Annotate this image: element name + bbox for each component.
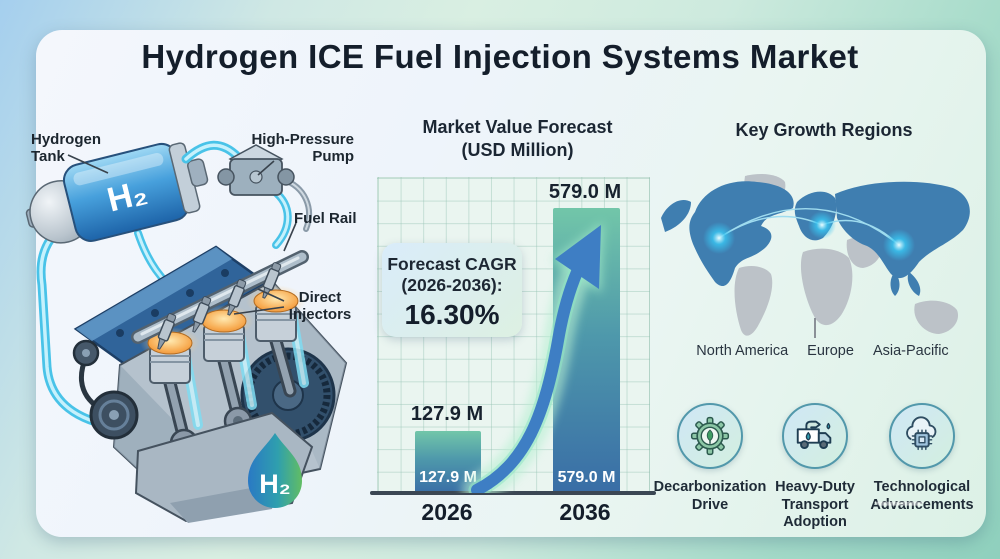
chart-title: Market Value Forecast (USD Million) [375,116,660,161]
technology-circle [889,403,955,469]
bar-2036-inner-value: 579.0 M [557,469,616,486]
bar-2026-inner-value: 127.9 M [419,469,477,486]
hydrogen-engine-illustration: H₂ [25,140,348,523]
africa [800,248,853,326]
chart-title-line2: (USD Million) [461,139,574,160]
direct-injectors-label: Direct Injectors [288,289,352,324]
cagr-line2: (2026-2036): [401,275,503,296]
label-pointer-lines [67,154,297,315]
h2-logo-text: H₂ [259,469,291,499]
world-map [661,174,970,338]
hotspot-north-america [703,222,735,254]
hydrogen-tank: H₂ [25,142,209,244]
x-label-2036: 2036 [559,499,611,525]
fuel-truck-icon [796,420,832,450]
cloud-chip-icon [906,416,937,451]
region-labels-row: North America Europe Asia-Pacific [660,343,985,359]
cagr-value: 16.30% [404,298,500,330]
australia [914,300,959,334]
regions-title: Key Growth Regions [735,120,913,140]
hotspot-europe [808,211,836,239]
hydrogen-tank-label: Hydrogen Tank [31,131,102,166]
southeast-asia [907,272,921,296]
chart-title-line1: Market Value Forecast [422,117,613,137]
region-label-asia-pacific: Asia-Pacific [872,343,949,359]
fuel-rail-label: Fuel Rail [294,210,357,227]
alaska [661,199,691,232]
h2-flame-logo: H₂ [248,433,302,508]
decarbonization-label: Decarbonization Drive [653,479,767,513]
growth-arrow [462,221,604,493]
direct-injectors [157,262,282,350]
high-pressure-pump-label: High-Pressure Pump [251,131,354,166]
south-america [734,266,773,336]
page-title: Hydrogen ICE Fuel Injection Systems Mark… [141,38,859,75]
heavy-duty-circle [782,403,848,469]
map-hotspots [703,211,915,261]
bar-2036-value-label: 579.0 M [548,181,622,203]
chart-axis-line [370,491,656,495]
north-america [689,181,794,287]
india [890,272,900,296]
decarbonization-circle [677,403,743,469]
region-label-europe: Europe [807,343,854,359]
watermark-chevron-icon [873,501,925,519]
cagr-callout: Forecast CAGR (2026-2036): 16.30% [382,243,522,337]
x-label-2026: 2026 [421,499,473,525]
cagr-line1: Forecast CAGR [387,254,517,274]
belt-and-pulleys [72,339,139,440]
tank-h2-marking: H₂ [103,173,151,219]
technology-label: Technological Advancements [870,479,974,513]
gear-leaf-icon [690,416,730,456]
hotspot-asia-pacific [883,229,915,261]
heavy-duty-label: Heavy-Duty Transport Adoption [775,479,855,531]
bar-2026-value-label: 127.9 M [410,403,484,425]
region-label-north-america: North America [696,343,789,359]
